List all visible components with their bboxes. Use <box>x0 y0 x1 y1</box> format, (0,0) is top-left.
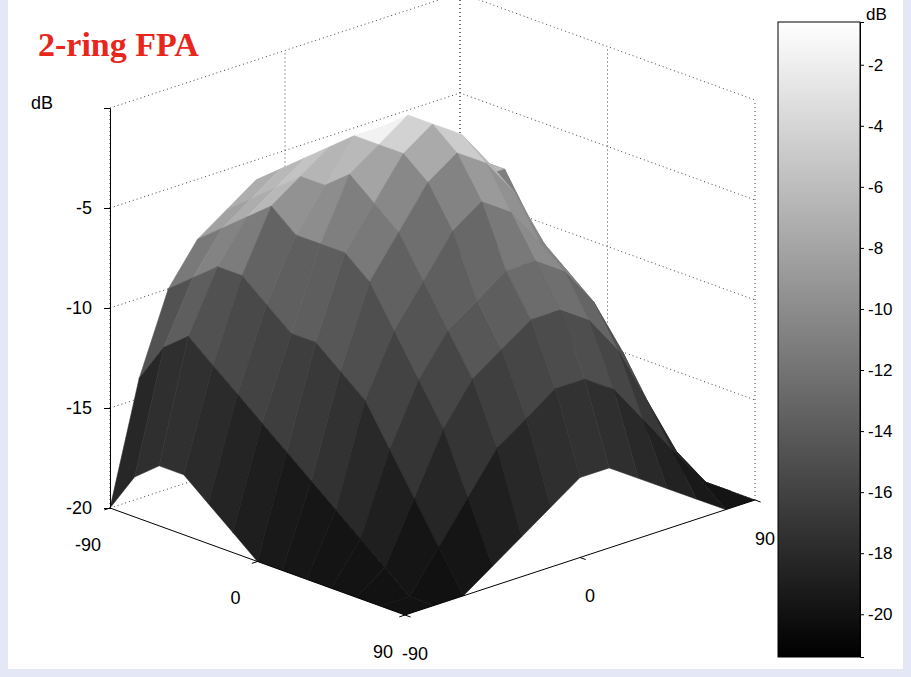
tick-label: -90 <box>75 535 101 555</box>
tick-label: -6 <box>868 178 883 197</box>
tick: -12 <box>860 361 893 380</box>
chart-root: -20-15-10-5dB-90090-90090-2-4-6-8-10-12-… <box>0 0 911 677</box>
colorbar <box>778 22 860 657</box>
tick-label: -18 <box>868 544 893 563</box>
tick: -20 <box>860 605 893 624</box>
tick-label: -10 <box>868 300 893 319</box>
tick: -5 <box>76 198 110 218</box>
tick: -16 <box>860 483 893 502</box>
tick-mark <box>860 492 864 493</box>
tick-mark <box>104 508 110 509</box>
tick-mark <box>104 308 110 309</box>
tick-mark <box>860 248 864 249</box>
tick-label: -20 <box>66 498 92 518</box>
tick-mark <box>860 187 864 188</box>
tick-label: -16 <box>868 483 893 502</box>
tick: -15 <box>66 398 110 418</box>
axis-line <box>110 508 405 615</box>
title: 2-ring FPA <box>38 26 199 63</box>
axis-line <box>405 500 755 615</box>
tick: -14 <box>860 422 893 441</box>
tick-label: -10 <box>66 298 92 318</box>
chart-svg: -20-15-10-5dB-90090-90090-2-4-6-8-10-12-… <box>0 0 911 677</box>
tick-mark <box>104 408 110 409</box>
tick-mark <box>104 208 110 209</box>
tick-label: -90 <box>402 644 428 664</box>
tick: -20 <box>66 498 110 518</box>
tick: -2 <box>860 56 883 75</box>
tick-label: -20 <box>868 605 893 624</box>
y-axis: -90 0 90 <box>402 500 775 664</box>
tick-mark <box>405 615 411 617</box>
tick-mark <box>860 431 864 432</box>
axis-line <box>861 23 865 658</box>
grid <box>110 0 755 508</box>
tick: -10 <box>860 300 893 319</box>
tick-label: -12 <box>868 361 893 380</box>
tick-mark <box>399 615 405 617</box>
tick-label: -15 <box>66 398 92 418</box>
panel-background <box>8 0 903 669</box>
tick: -10 <box>66 298 110 318</box>
tick: -4 <box>860 117 883 136</box>
tick-mark <box>755 500 761 502</box>
axis-line <box>104 109 111 509</box>
colorbar-axis: -2 -4 -6 -8 -10 -12 -14 -16 -18 -20 <box>860 23 893 658</box>
tick-mark <box>580 558 586 560</box>
grid-line <box>755 100 756 500</box>
tick-label: 0 <box>230 588 240 608</box>
z-axis: -20 -15 -10 -5 <box>66 109 111 519</box>
tick: -6 <box>860 178 883 197</box>
tick-label: -8 <box>868 239 883 258</box>
tick-label: 90 <box>373 642 393 662</box>
tick-mark <box>252 562 258 564</box>
surface-cell <box>410 547 464 606</box>
tick-mark <box>860 370 864 371</box>
colorbar-title: dB <box>866 5 887 24</box>
axis-title: dB <box>31 93 53 113</box>
tick-mark <box>860 614 864 615</box>
tick-mark <box>860 309 864 310</box>
tick-label: -4 <box>868 117 883 136</box>
grid-frame <box>110 0 755 108</box>
tick: -18 <box>860 544 893 563</box>
tick-mark <box>860 553 864 554</box>
tick-mark <box>104 508 110 510</box>
tick-label: -14 <box>868 422 893 441</box>
tick-label: -2 <box>868 56 883 75</box>
tick-label: 0 <box>585 586 595 606</box>
x-axis: -90 0 90 <box>75 508 405 662</box>
surface <box>110 115 755 615</box>
tick-mark <box>860 126 864 127</box>
tick-label: 90 <box>755 529 775 549</box>
tick-label: -5 <box>76 198 92 218</box>
tick: -8 <box>860 239 883 258</box>
surface-cell <box>380 597 434 616</box>
tick-mark <box>860 65 864 66</box>
